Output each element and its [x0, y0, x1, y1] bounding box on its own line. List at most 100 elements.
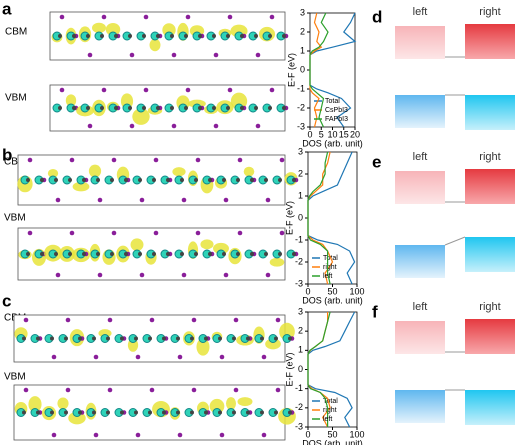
atom-pb [166, 178, 170, 182]
legend-label: Total [323, 398, 338, 405]
atom-pb [162, 336, 166, 341]
atom-pb [274, 410, 278, 415]
charge-density [65, 94, 77, 107]
charge-density [213, 242, 229, 254]
vb-left [395, 390, 445, 423]
vb-right [465, 95, 515, 130]
atom-i [265, 197, 271, 203]
atom-i [237, 157, 243, 163]
atom-pb [162, 410, 166, 415]
structure-atoms [51, 14, 289, 58]
atom-i [227, 14, 233, 20]
atom-pb [180, 252, 184, 256]
x-tick-label: 50 [327, 286, 337, 296]
atom-i [269, 87, 275, 93]
atom-pb [72, 34, 76, 38]
atom-pb [268, 34, 272, 38]
atom-pb [176, 410, 180, 415]
diagram-left-label: left [413, 6, 428, 18]
charge-density [230, 92, 248, 110]
atom-pb [204, 410, 208, 415]
y-tick-label: 2 [298, 326, 303, 336]
atom-pb [226, 34, 230, 38]
panel-label: c [2, 291, 11, 310]
charge-density [225, 397, 237, 410]
atom-i [55, 272, 61, 278]
structure-label: CBM [5, 27, 27, 38]
legend-label: right [323, 264, 337, 271]
atom-pb [268, 106, 272, 110]
cb-right [465, 169, 515, 204]
atom-i [27, 230, 33, 236]
atom-pb [190, 410, 194, 415]
atom-pb [120, 410, 124, 415]
vb-left [395, 245, 445, 278]
atom-i [195, 230, 201, 236]
atom-pb [142, 106, 146, 110]
charge-density [196, 338, 210, 356]
atom-pb [106, 410, 110, 415]
atom-pb [254, 34, 258, 38]
y-tick-label: 1 [298, 190, 303, 200]
atom-pb [236, 178, 240, 182]
atom-pb [156, 34, 160, 38]
atom-i [59, 14, 65, 20]
x-axis-label: DOS (arb. unit) [302, 438, 363, 445]
charge-density [72, 181, 90, 192]
atom-i [51, 354, 57, 360]
atom-i [153, 230, 159, 236]
atom-i [111, 157, 117, 163]
atom-i [227, 87, 233, 93]
atom-pb [292, 178, 296, 182]
y-tick-label: 3 [298, 146, 303, 156]
atom-i [107, 387, 113, 393]
x-tick-label: 0 [307, 129, 312, 139]
atom-pb [232, 336, 236, 341]
atom-i [149, 387, 155, 393]
atom-i [261, 354, 267, 360]
atom-pb [282, 34, 286, 38]
atom-pb [68, 252, 72, 256]
atom-pb [226, 106, 230, 110]
legend-label: FAPbI3 [325, 116, 348, 123]
cb-left [395, 26, 445, 59]
atom-pb [208, 178, 212, 182]
diagram-right-label: right [479, 301, 500, 313]
x-tick-label: 10 [327, 129, 337, 139]
atom-pb [194, 252, 198, 256]
atom-i [261, 432, 267, 438]
atom-pb [218, 336, 222, 341]
y-tick-label: 1 [300, 45, 305, 55]
diagram-right-label: right [479, 6, 500, 18]
atom-pb [110, 252, 114, 256]
atom-pb [142, 34, 146, 38]
atom-i [129, 123, 135, 129]
vb-right [465, 237, 515, 272]
y-tick-label: 2 [298, 168, 303, 178]
atom-pb [64, 410, 68, 415]
atom-i [59, 87, 65, 93]
atom-pb [138, 178, 142, 182]
legend-label: right [323, 407, 337, 414]
atom-pb [134, 336, 138, 341]
atom-i [279, 230, 285, 236]
atom-i [87, 123, 93, 129]
atom-i [65, 387, 71, 393]
charge-density [105, 22, 121, 36]
atom-i [27, 157, 33, 163]
x-axis-label: DOS (arb. unit) [302, 138, 363, 148]
charge-density [237, 397, 253, 407]
legend-label: left [323, 416, 332, 423]
atom-pb [114, 34, 118, 38]
atom-pb [36, 336, 40, 341]
charge-density [28, 396, 42, 413]
atom-pb [184, 106, 188, 110]
atom-pb [120, 336, 124, 341]
y-axis-label: E-F (eV) [284, 201, 294, 235]
atom-i [233, 387, 239, 393]
charge-density [132, 108, 150, 125]
y-tick-label: 1 [298, 345, 303, 355]
atom-i [93, 432, 99, 438]
